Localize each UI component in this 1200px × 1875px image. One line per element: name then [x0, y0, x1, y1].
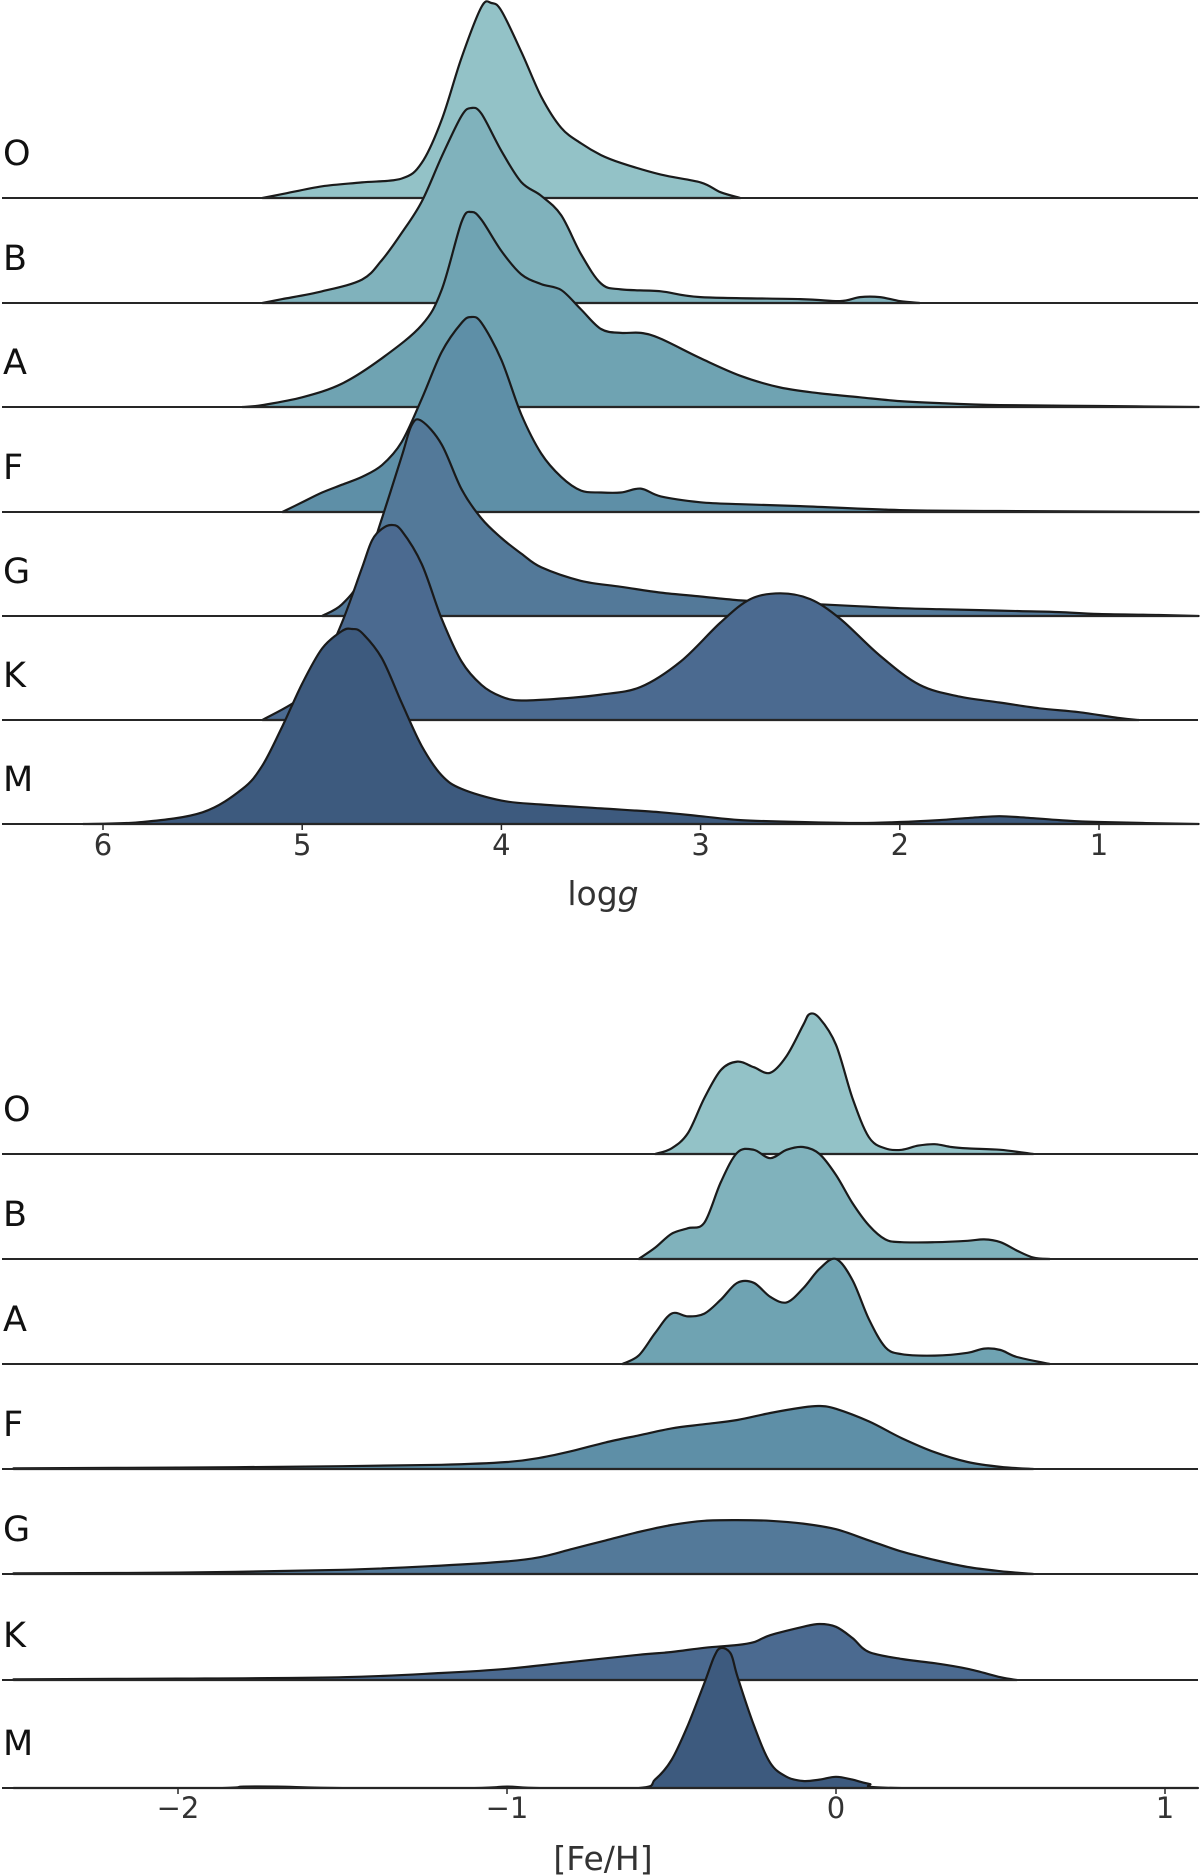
- ridge-label-a: A: [3, 1300, 27, 1340]
- ridge-area-f: [281, 315, 1200, 514]
- logg-ridgeline-panel: O B A F G K M 6 5 4 3 2 1 logg: [2, 0, 1200, 913]
- ridge-area-k: [12, 1622, 1018, 1682]
- ridge-label-b: B: [3, 239, 27, 279]
- ridge-area-b: [637, 1145, 1051, 1261]
- x-tick-label: 0: [827, 1791, 845, 1825]
- x-tick-label: 2: [891, 828, 909, 862]
- ridge-area-a: [241, 210, 1200, 409]
- ridge-label-o: O: [3, 1090, 31, 1130]
- x-tick-label: 4: [492, 828, 510, 862]
- x-axis-label: logg: [567, 874, 638, 913]
- ridge-area-b: [261, 106, 921, 305]
- x-tick-label: −1: [486, 1791, 529, 1825]
- x-tick-label: −2: [157, 1791, 200, 1825]
- ridge-label-f: F: [3, 448, 23, 488]
- ridge-label-k: K: [3, 1616, 27, 1656]
- ridge-label-a: A: [3, 343, 27, 383]
- ridge-label-b: B: [3, 1195, 27, 1235]
- x-tick-label: 6: [94, 828, 112, 862]
- ridge-area-o: [653, 1012, 1035, 1156]
- ridge-area-a: [621, 1257, 1051, 1366]
- x-tick-label: 3: [691, 828, 709, 862]
- ridge-label-f: F: [3, 1405, 23, 1445]
- ridge-label-g: G: [3, 552, 30, 592]
- ridge-label-k: K: [3, 656, 27, 696]
- ridge-area-o: [261, 0, 742, 200]
- ridge-label-g: G: [3, 1510, 30, 1550]
- x-axis-label: [Fe/H]: [553, 1839, 652, 1875]
- ridge-area-f: [12, 1404, 1035, 1471]
- ridge-label-m: M: [3, 1724, 33, 1764]
- feh-ridgeline-panel: O B A F G K M −2 −1 0 1 [Fe/H]: [2, 1012, 1199, 1875]
- ridge-label-m: M: [3, 760, 33, 800]
- x-tick-label: 1: [1156, 1791, 1174, 1825]
- ridge-area-m: [82, 627, 1200, 826]
- x-tick-label: 5: [293, 828, 311, 862]
- ridge-label-o: O: [3, 134, 31, 174]
- x-tick-label: 1: [1090, 828, 1108, 862]
- ridge-area-g: [12, 1518, 1035, 1576]
